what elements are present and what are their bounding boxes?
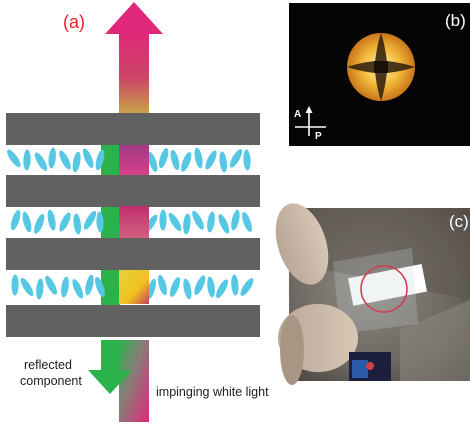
lc-molecule xyxy=(34,214,45,234)
lc-molecule xyxy=(147,151,158,172)
lc-molecule xyxy=(218,214,230,234)
reflected-label-line2: component xyxy=(20,374,82,388)
highlight-ring xyxy=(360,265,408,313)
lc-molecule xyxy=(205,150,217,170)
lc-molecule xyxy=(216,279,229,299)
lc-molecule xyxy=(72,151,81,173)
substrate-layer-2 xyxy=(6,175,260,207)
panel-c-label: (c) xyxy=(449,212,469,231)
lc-molecule xyxy=(242,212,252,232)
finger-left xyxy=(275,203,329,285)
lc-molecule xyxy=(207,211,215,233)
lc-molecule xyxy=(243,149,251,171)
lc-molecule xyxy=(95,277,105,297)
panel-a-label: (a) xyxy=(63,12,85,32)
lc-molecule xyxy=(47,209,56,231)
lc-molecule xyxy=(45,275,57,295)
lc-molecule xyxy=(159,209,167,231)
lc-molecule xyxy=(61,276,69,298)
lc-molecule xyxy=(34,152,48,171)
lc-molecule xyxy=(240,277,254,297)
lc-molecule xyxy=(183,278,192,300)
lc-molecule xyxy=(36,278,44,300)
lc-molecule xyxy=(20,277,34,297)
lc-molecule xyxy=(95,149,105,171)
poster-dot xyxy=(366,362,374,370)
lc-molecule xyxy=(158,148,169,169)
lc-molecule xyxy=(11,274,19,296)
lc-molecule xyxy=(229,148,243,168)
beam-segment-3 xyxy=(119,270,149,304)
impinging-beam xyxy=(119,340,149,422)
lc-molecule xyxy=(10,210,21,231)
reflected-arrow-shaft xyxy=(101,340,120,372)
lc-molecule xyxy=(82,148,94,168)
lc-molecule xyxy=(194,275,206,295)
lc-molecule xyxy=(73,213,82,235)
lc-molecule xyxy=(181,152,192,172)
transmitted-arrow xyxy=(105,2,163,113)
lc-molecule xyxy=(192,210,204,230)
transmitted-arrow-shaft xyxy=(119,33,149,113)
reflected-strip xyxy=(101,145,120,305)
lc-molecule xyxy=(207,276,215,298)
beam-segment-1 xyxy=(119,145,149,175)
lc-molecule xyxy=(170,149,180,171)
wall-right xyxy=(400,300,470,381)
reflected-label-line1: reflected xyxy=(24,358,72,372)
beam-segment-2 xyxy=(119,206,149,238)
lc-molecule xyxy=(146,278,157,300)
panel-a-diagram xyxy=(6,2,260,422)
panel-b-conoscopic-image xyxy=(289,3,470,146)
substrate-layer-3 xyxy=(6,238,260,270)
lc-molecule xyxy=(169,277,181,297)
reflected-arrow xyxy=(88,340,132,394)
lc-molecule xyxy=(231,274,239,296)
lc-molecule xyxy=(219,151,228,173)
analyzer-label: A xyxy=(294,109,302,120)
polarizer-axes-icon xyxy=(295,106,326,136)
lc-molecule xyxy=(194,147,203,169)
lc-molecule xyxy=(157,274,167,296)
panel-b-label: (b) xyxy=(445,11,466,30)
poster-graphic xyxy=(352,360,368,378)
lc-molecule xyxy=(231,209,240,231)
thumb xyxy=(280,315,304,385)
panel-c-photograph xyxy=(275,203,470,385)
lc-molecule xyxy=(96,211,104,233)
reflected-arrow-head xyxy=(88,370,132,394)
lc-molecule xyxy=(23,149,31,171)
substrate-layers xyxy=(6,113,260,337)
lc-molecule xyxy=(85,274,94,296)
lc-molecule xyxy=(183,213,191,235)
liquid-crystal-molecules xyxy=(7,147,254,300)
impinging-light-label: impinging white light xyxy=(156,385,269,399)
lc-molecule xyxy=(48,147,56,169)
lc-molecule xyxy=(22,211,32,233)
ceiling-light xyxy=(348,264,427,306)
lc-molecule xyxy=(7,149,21,168)
substrate-layer-1 xyxy=(6,113,260,145)
lc-molecule xyxy=(72,279,84,299)
transmitted-arrow-head xyxy=(105,2,163,34)
maltese-cross xyxy=(347,33,415,101)
polarizer-label: P xyxy=(315,131,322,142)
substrate-layer-4 xyxy=(6,305,260,337)
lc-molecule xyxy=(59,150,71,170)
ceiling-area xyxy=(289,208,470,300)
lc-molecule xyxy=(168,212,182,232)
lc-molecule xyxy=(83,210,97,230)
lc-molecule xyxy=(59,212,71,232)
